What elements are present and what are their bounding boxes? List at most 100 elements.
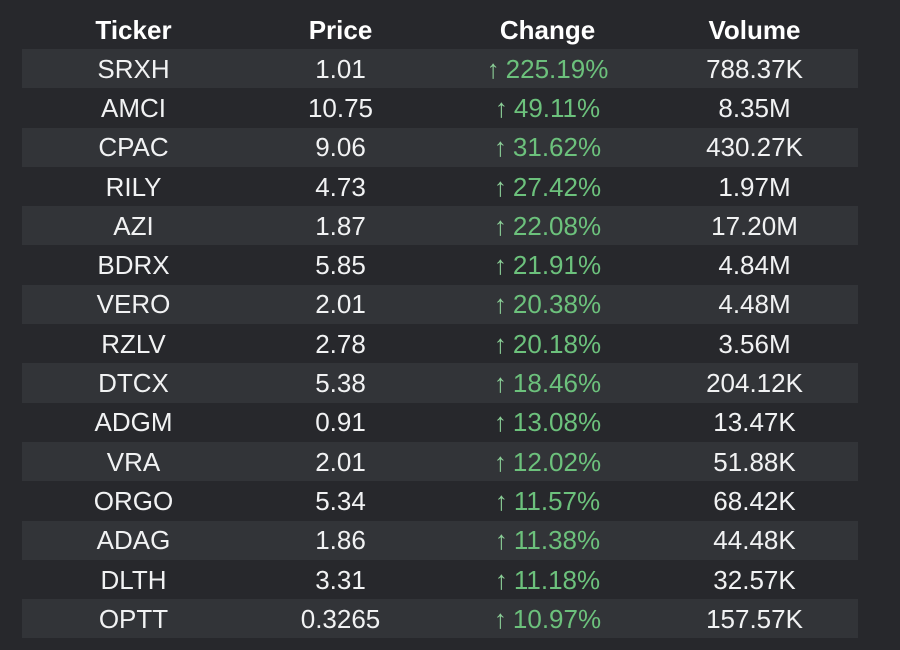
table-row[interactable]: DLTH 3.31 ↑ 11.18% 32.57K xyxy=(22,560,858,599)
change-value: 11.57% xyxy=(513,485,601,516)
up-arrow-icon: ↑ xyxy=(493,446,507,477)
ticker-cell: CPAC xyxy=(98,132,169,163)
change-value: 11.18% xyxy=(513,564,601,595)
up-arrow-icon: ↑ xyxy=(493,328,507,359)
up-arrow-icon: ↑ xyxy=(493,210,507,241)
volume-cell: 32.57K xyxy=(713,564,796,595)
volume-cell: 44.48K xyxy=(713,525,796,556)
table-row[interactable]: AMCI 10.75 ↑ 49.11% 8.35M xyxy=(22,88,858,127)
volume-cell: 51.88K xyxy=(713,446,796,477)
table-row[interactable]: RZLV 2.78 ↑ 20.18% 3.56M xyxy=(22,324,858,363)
change-value: 12.02% xyxy=(512,446,602,477)
price-cell: 5.85 xyxy=(315,250,366,281)
change-cell: ↑ 27.42% xyxy=(444,174,651,200)
price-cell: 2.01 xyxy=(315,289,366,320)
price-cell: 3.31 xyxy=(315,564,366,595)
change-cell: ↑ 11.18% xyxy=(444,567,651,593)
ticker-cell: AMCI xyxy=(101,92,166,123)
up-arrow-icon: ↑ xyxy=(493,368,507,399)
ticker-cell: SRXH xyxy=(97,53,170,84)
change-cell: ↑ 21.91% xyxy=(444,252,651,278)
table-body: SRXH 1.01 ↑ 225.19% 788.37K AMCI 10.75 ↑ 49.11% 8… xyxy=(22,49,858,639)
ticker-cell: RILY xyxy=(105,171,162,202)
change-value: 11.38% xyxy=(513,525,601,556)
up-arrow-icon: ↑ xyxy=(493,171,507,202)
price-cell: 9.06 xyxy=(315,132,366,163)
price-cell: 0.91 xyxy=(315,407,366,438)
change-value: 31.62% xyxy=(512,132,602,163)
volume-cell: 4.48M xyxy=(718,289,791,320)
table-row[interactable]: RILY 4.73 ↑ 27.42% 1.97M xyxy=(22,167,858,206)
up-arrow-icon: ↑ xyxy=(486,53,500,84)
up-arrow-icon: ↑ xyxy=(494,92,508,123)
table-row[interactable]: VRA 2.01 ↑ 12.02% 51.88K xyxy=(22,441,858,482)
change-value: 13.08% xyxy=(512,407,602,438)
change-cell: ↑ 20.38% xyxy=(444,291,651,317)
change-value: 27.42% xyxy=(512,171,602,202)
table-row[interactable]: AZI 1.87 ↑ 22.08% 17.20M xyxy=(22,206,858,246)
change-value: 20.18% xyxy=(512,328,602,359)
change-cell: ↑ 22.08% xyxy=(444,213,651,239)
change-value: 225.19% xyxy=(505,53,609,84)
price-cell: 0.3265 xyxy=(300,603,381,634)
change-cell: ↑ 11.38% xyxy=(444,527,651,553)
price-cell: 1.87 xyxy=(315,210,366,241)
ticker-cell: ADGM xyxy=(94,407,173,438)
table-row[interactable]: VERO 2.01 ↑ 20.38% 4.48M xyxy=(22,284,858,325)
ticker-cell: ORGO xyxy=(93,485,174,516)
change-value: 10.97% xyxy=(512,603,602,634)
table-row[interactable]: ADAG 1.86 ↑ 11.38% 44.48K xyxy=(22,520,858,560)
change-cell: ↑ 11.57% xyxy=(444,488,651,514)
up-arrow-icon: ↑ xyxy=(493,603,507,634)
price-cell: 2.01 xyxy=(315,446,366,477)
price-cell: 4.73 xyxy=(315,171,366,202)
up-arrow-icon: ↑ xyxy=(493,407,507,438)
up-arrow-icon: ↑ xyxy=(493,132,507,163)
price-cell: 1.01 xyxy=(315,53,366,84)
ticker-cell: OPTT xyxy=(98,603,169,634)
price-cell: 5.34 xyxy=(315,485,366,516)
change-cell: ↑ 49.11% xyxy=(444,95,651,121)
up-arrow-icon: ↑ xyxy=(494,525,508,556)
volume-cell: 1.97M xyxy=(718,171,791,202)
column-header-change: Change xyxy=(499,14,596,45)
table-row[interactable]: ORGO 5.34 ↑ 11.57% 68.42K xyxy=(22,481,858,520)
volume-cell: 430.27K xyxy=(706,132,803,163)
ticker-cell: VRA xyxy=(106,446,161,477)
volume-cell: 204.12K xyxy=(706,368,803,399)
table-row[interactable]: DTCX 5.38 ↑ 18.46% 204.12K xyxy=(22,363,858,403)
change-cell: ↑ 31.62% xyxy=(444,134,651,160)
volume-cell: 13.47K xyxy=(713,407,796,438)
volume-cell: 4.84M xyxy=(718,250,791,281)
change-value: 49.11% xyxy=(513,92,601,123)
table-row[interactable]: SRXH 1.01 ↑ 225.19% 788.37K xyxy=(22,49,858,89)
table-row[interactable]: BDRX 5.85 ↑ 21.91% 4.84M xyxy=(22,245,858,284)
up-arrow-icon: ↑ xyxy=(494,485,508,516)
table-header-row: Ticker Price Change Volume xyxy=(22,10,858,49)
ticker-cell: DTCX xyxy=(98,368,169,399)
change-cell: ↑ 225.19% xyxy=(444,56,651,82)
table-row[interactable]: ADGM 0.91 ↑ 13.08% 13.47K xyxy=(22,403,858,442)
change-cell: ↑ 20.18% xyxy=(444,331,651,357)
column-header-price: Price xyxy=(308,14,373,45)
change-value: 20.38% xyxy=(512,289,602,320)
change-value: 21.91% xyxy=(512,250,602,281)
gainers-table: Ticker Price Change Volume SRXH 1.01 ↑ 225.… xyxy=(22,10,858,639)
ticker-cell: RZLV xyxy=(101,328,166,359)
up-arrow-icon: ↑ xyxy=(493,250,507,281)
change-cell: ↑ 10.97% xyxy=(444,606,651,632)
volume-cell: 788.37K xyxy=(706,53,803,84)
change-value: 18.46% xyxy=(512,368,602,399)
volume-cell: 3.56M xyxy=(718,328,791,359)
volume-cell: 157.57K xyxy=(706,603,803,634)
column-header-ticker: Ticker xyxy=(95,14,172,45)
ticker-cell: BDRX xyxy=(97,250,170,281)
table-row[interactable]: OPTT 0.3265 ↑ 10.97% 157.57K xyxy=(22,599,858,639)
up-arrow-icon: ↑ xyxy=(493,289,507,320)
up-arrow-icon: ↑ xyxy=(494,564,508,595)
price-cell: 1.86 xyxy=(315,525,366,556)
price-cell: 2.78 xyxy=(315,328,366,359)
volume-cell: 8.35M xyxy=(718,92,791,123)
table-row[interactable]: CPAC 9.06 ↑ 31.62% 430.27K xyxy=(22,127,858,167)
volume-cell: 68.42K xyxy=(713,485,796,516)
